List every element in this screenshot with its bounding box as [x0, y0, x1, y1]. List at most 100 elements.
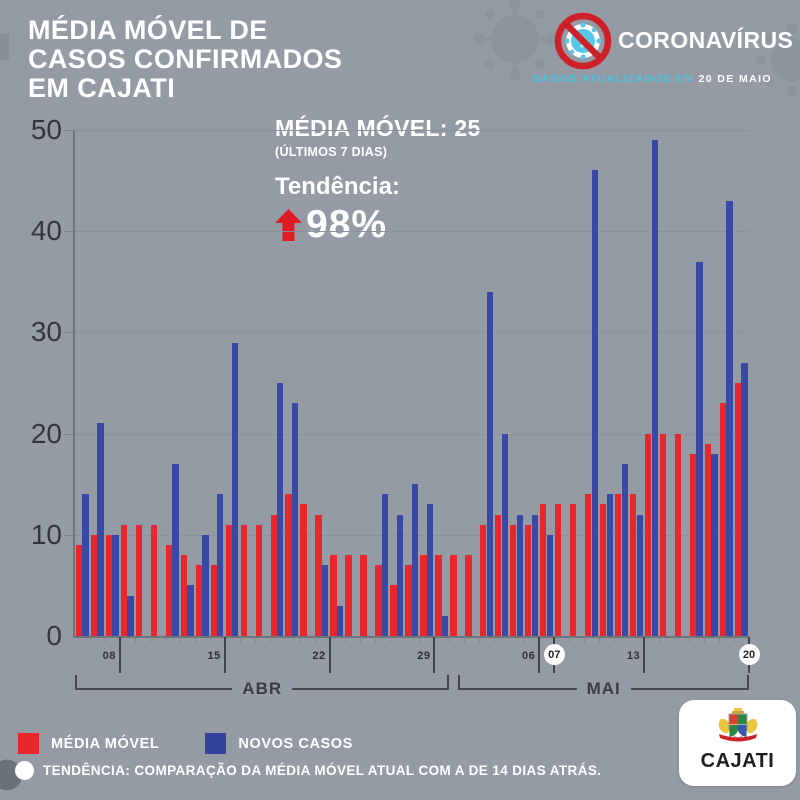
- updated-prefix: DADOS ATUALIZADOS EM: [532, 73, 699, 85]
- y-tick-mark: [65, 231, 73, 233]
- day-tick-mark: [584, 637, 586, 642]
- gridline: [75, 130, 749, 131]
- day-tick-mark: [524, 637, 526, 642]
- bar-novos-casos: [441, 615, 449, 636]
- day-tick-mark: [614, 637, 616, 642]
- trend-footnote: TENDÊNCIA: COMPARAÇÃO DA MÉDIA MÓVEL ATU…: [15, 761, 601, 780]
- bar-media-movel: [75, 544, 83, 636]
- x-tick-label: 29: [417, 650, 431, 662]
- gridline: [75, 231, 749, 233]
- day-tick-mark: [629, 637, 631, 642]
- bar-media-movel: [315, 514, 322, 636]
- x-tick-line: [643, 637, 646, 673]
- day-tick-mark: [89, 637, 91, 642]
- bar-novos-casos: [741, 362, 748, 636]
- day-tick-mark: [719, 637, 721, 642]
- x-tick-line: [118, 637, 121, 673]
- bar-media-movel: [195, 565, 202, 636]
- bar-novos-casos: [486, 291, 494, 636]
- x-tick-label: 08: [102, 650, 116, 662]
- bar-novos-casos: [591, 170, 598, 636]
- day-tick-mark: [494, 637, 496, 642]
- y-tick-mark: [65, 130, 73, 131]
- x-tick-label: 15: [207, 650, 221, 662]
- day-tick-mark: [704, 637, 706, 642]
- bar-novos-casos: [381, 494, 389, 636]
- day-tick-mark: [389, 637, 391, 642]
- cajati-logo-card: CAJATI: [679, 700, 796, 786]
- moving-average-subline: (ÚLTIMOS 7 DIAS): [275, 145, 388, 159]
- x-tick-badge: 07: [543, 644, 565, 665]
- bar-media-movel: [375, 565, 382, 636]
- bar-media-movel: [285, 494, 292, 636]
- x-tick-line: [223, 637, 226, 673]
- day-tick-mark: [299, 637, 301, 642]
- y-axis-tick-label: 40: [30, 215, 62, 247]
- month-bracket-abr: ABR: [75, 675, 450, 698]
- bar-media-movel: [704, 443, 712, 636]
- bar-novos-casos: [232, 342, 239, 636]
- x-tick-line: [538, 637, 541, 673]
- y-axis-tick-label: 30: [30, 316, 62, 348]
- day-tick-mark: [254, 637, 256, 642]
- day-tick-mark: [464, 637, 466, 642]
- updated-banner: DADOS ATUALIZADOS EM 20 DE MAIO: [480, 73, 772, 85]
- trend-bullet-icon: [15, 761, 34, 780]
- bar-media-movel: [540, 504, 547, 636]
- y-tick-mark: [65, 534, 73, 536]
- bar-media-movel: [135, 524, 142, 636]
- day-tick-mark: [359, 637, 361, 642]
- brand-header: CORONAVÍRUS: [552, 10, 793, 70]
- bar-novos-casos: [172, 463, 179, 636]
- bar-novos-casos: [426, 504, 434, 636]
- x-tick-label: 06: [522, 650, 536, 662]
- day-tick-mark: [689, 637, 691, 642]
- day-tick-mark: [659, 637, 661, 642]
- bar-media-movel: [600, 504, 607, 636]
- day-tick-mark: [284, 637, 286, 642]
- bar-media-movel: [585, 494, 592, 636]
- bar-media-movel: [165, 544, 172, 636]
- bar-novos-casos: [82, 494, 89, 636]
- bar-media-movel: [300, 504, 307, 636]
- legend-label: NOVOS CASOS: [238, 735, 353, 752]
- y-axis-labels: 0 10 20 30 40 50: [12, 116, 62, 650]
- page-title: MÉDIA MÓVEL DE CASOS CONFIRMADOS EM CAJA…: [28, 15, 343, 104]
- bar-novos-casos: [396, 514, 404, 636]
- bar-media-movel: [150, 524, 157, 636]
- bar-novos-casos: [711, 453, 718, 636]
- day-tick-mark: [314, 637, 316, 642]
- brand-name: CORONAVÍRUS: [618, 27, 794, 53]
- gridline: [75, 332, 749, 334]
- x-tick-line: [433, 637, 436, 673]
- bar-media-movel: [465, 555, 472, 636]
- bar-media-movel: [405, 565, 412, 636]
- updated-date: 20 DE MAIO: [698, 73, 772, 85]
- bar-media-movel: [480, 524, 487, 636]
- bar-novos-casos: [217, 494, 224, 636]
- cajati-crest-icon: [718, 708, 757, 742]
- day-tick-mark: [269, 637, 271, 642]
- bar-novos-casos: [546, 534, 553, 636]
- bar-media-movel: [570, 504, 577, 636]
- bar-media-movel: [390, 585, 397, 636]
- bar-novos-casos: [127, 595, 134, 636]
- virus-decoration-icon: [755, 23, 800, 97]
- month-bracket-mai: MAI: [458, 675, 749, 698]
- day-tick-mark: [209, 637, 211, 642]
- x-axis-line: [73, 636, 749, 638]
- bar-novos-casos: [337, 605, 344, 636]
- moving-average-headline: MÉDIA MÓVEL: 25: [275, 115, 481, 141]
- day-tick-mark: [479, 637, 481, 642]
- virus-decoration-icon: [474, 0, 556, 80]
- bar-media-movel: [255, 524, 262, 636]
- bar-novos-casos: [696, 261, 703, 636]
- bar-media-movel: [450, 555, 457, 636]
- x-tick-label: 22: [312, 650, 326, 662]
- bar-media-movel: [689, 453, 697, 636]
- bar-media-movel: [105, 534, 113, 636]
- no-coronavirus-icon: [554, 12, 612, 70]
- bar-media-movel: [435, 555, 442, 636]
- bar-media-movel: [555, 504, 562, 636]
